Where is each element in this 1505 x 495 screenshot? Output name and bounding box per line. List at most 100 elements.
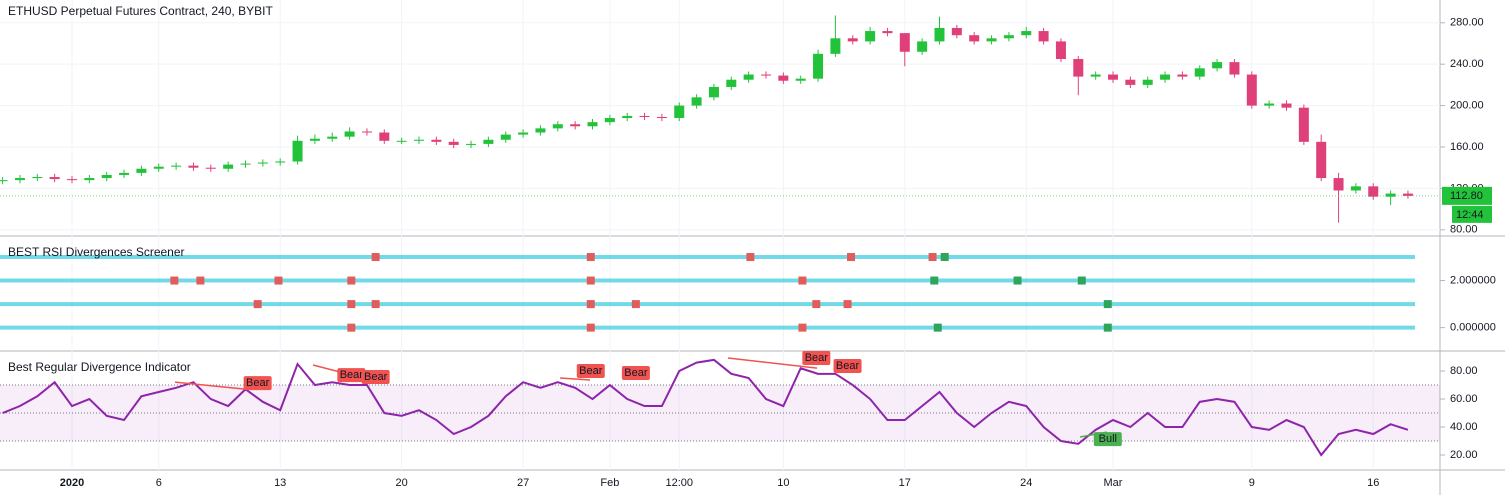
signal-marker [933,323,942,332]
divergence-tag [361,370,390,385]
candle-body [466,143,477,145]
chart-title: ETHUSD Perpetual Futures Contract, 240, … [8,4,273,18]
candle-body [101,174,112,179]
signal-marker [812,300,821,309]
candle-body [795,78,806,81]
divergence-tag [576,364,605,379]
candle-body [205,167,216,169]
signal-marker [586,323,595,332]
divergence-tag [337,368,366,383]
candle-body [1316,141,1327,179]
signal-marker [843,300,852,309]
y-tick-label: 60.00 [1450,393,1478,405]
signal-marker [847,253,856,262]
signal-marker [253,300,262,309]
signal-marker [930,276,939,285]
candle-body [761,74,771,76]
candle-body [344,131,355,137]
divergence-line [174,381,246,390]
candle-body [379,132,390,141]
candle-body [726,79,737,87]
candle-body [223,164,234,169]
x-tick-label: Mar [1104,477,1123,489]
x-tick-label: 17 [899,477,911,489]
divergence-tag [243,376,272,391]
y-tick-label: 0.000000 [1450,322,1496,334]
candle-body [778,75,789,81]
candle-body [1177,74,1188,77]
signal-marker [1103,300,1112,309]
candle-body [1281,103,1292,108]
candle-body [49,177,60,180]
candle-body [917,41,928,52]
divergence-tag [1093,432,1122,447]
candle-body [535,128,546,133]
y-tick-label: 20.00 [1450,449,1478,461]
candle-body [1073,59,1084,77]
candle-body [1212,62,1223,69]
countdown-tag [1452,205,1492,223]
candle-body [1090,74,1101,77]
x-tick-label: 16 [1367,477,1379,489]
candle-body [119,172,130,175]
candle-body [1055,41,1066,60]
candle-body [986,38,997,42]
candle-body [1142,79,1153,85]
rsi-line [2,358,1409,457]
candle-body [240,163,251,165]
candle-body [153,166,164,169]
signal-marker [1103,323,1112,332]
candle-body [32,177,43,179]
divergence-tag [833,358,862,373]
candle-body [1333,178,1344,191]
signal-marker [631,300,640,309]
signal-marker [371,300,380,309]
candle-body [587,122,598,127]
candle-body [1368,186,1379,197]
x-tick-label: Feb [600,477,619,489]
divergence-label: Bear [340,369,364,381]
candle-body [171,165,182,167]
candle-body [84,178,95,181]
candle-body [67,179,77,181]
candle-body [275,161,286,163]
divergence-label: Bear [805,352,829,364]
candle-body [1003,35,1014,39]
divergence-label: Bear [836,360,860,372]
candle-body [691,97,702,106]
candle-body [882,31,893,34]
divergence-line [727,357,818,369]
candle-body [570,124,581,127]
candle-body [257,162,268,164]
divergence-label: Bear [364,371,388,383]
candle-body [604,118,615,123]
candle-body [1385,193,1396,197]
x-tick-label: 2020 [60,477,84,489]
divergence-label: Bear [624,367,648,379]
candle-body [1125,79,1136,85]
y-tick-label: 80.00 [1450,224,1478,236]
candle-body [1264,103,1275,106]
y-tick-label: 40.00 [1450,421,1478,433]
signal-marker [347,323,356,332]
divergence-label: Bear [246,377,270,389]
y-tick-label: 80.00 [1450,365,1478,377]
candle-body [188,165,199,168]
y-tick-label: 200.00 [1450,100,1484,112]
candle-body [518,132,529,135]
y-tick-label: 280.00 [1450,17,1484,29]
signal-marker [170,276,179,285]
signal-marker [746,253,755,262]
signal-marker [586,276,595,285]
last-price-label: 112.80 [1450,190,1483,202]
candle-body [552,124,563,129]
signal-marker [347,276,356,285]
candle-body [1038,31,1049,42]
pane-title: BEST RSI Divergences Screener [8,245,185,259]
candle-body [0,180,8,182]
candle-body [1108,74,1118,80]
candle-body [327,136,338,139]
x-tick-label: 6 [156,477,162,489]
candle-body [830,38,841,54]
pane-title: Best Regular Divergence Indicator [8,360,191,374]
